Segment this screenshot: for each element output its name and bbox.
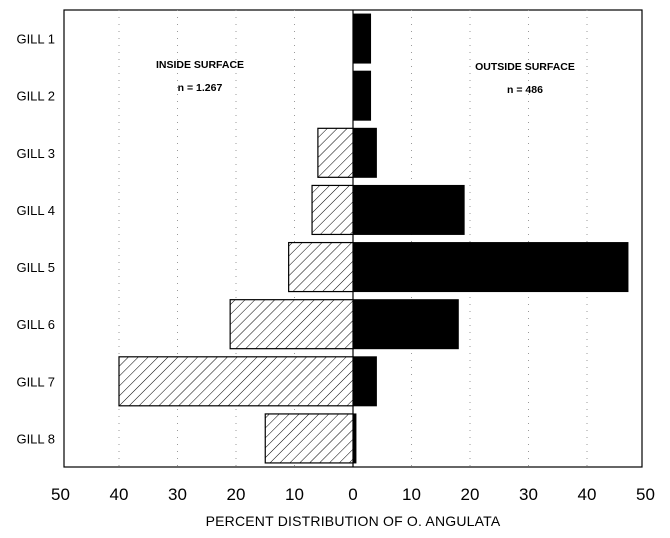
x-tick-labels: 50 40 30 20 10 0 10 20 30 40 50 <box>51 485 655 504</box>
inside-series-label: INSIDE SURFACE <box>156 59 244 71</box>
category-label: GILL 1 <box>16 32 55 47</box>
outside-series-label: OUTSIDE SURFACE <box>475 61 575 73</box>
inside-bar <box>118 356 354 407</box>
outside-bar <box>352 70 372 121</box>
outside-n-label: n = 486 <box>507 84 543 96</box>
outside-bar <box>352 127 377 178</box>
x-tick-label: 50 <box>636 485 655 504</box>
category-labels: GILL 1 GILL 2 GILL 3 GILL 4 GILL 5 GILL 6 GILL… <box>16 32 55 447</box>
x-tick-label: 30 <box>168 485 187 504</box>
category-label: GILL 8 <box>16 431 55 446</box>
outside-bar <box>352 356 377 407</box>
x-tick-label: 40 <box>110 485 129 504</box>
x-tick-label: 20 <box>227 485 246 504</box>
category-label: GILL 2 <box>16 89 55 104</box>
outside-bar <box>352 242 629 293</box>
outside-bar <box>352 13 372 64</box>
x-tick-label: 50 <box>51 485 70 504</box>
inside-n-label: n = 1.267 <box>178 82 223 94</box>
category-label: GILL 4 <box>16 203 55 218</box>
outside-bar <box>352 299 459 350</box>
x-tick-label: 20 <box>461 485 480 504</box>
inside-bar <box>288 241 354 293</box>
category-label: GILL 7 <box>16 374 55 389</box>
outside-bar <box>352 413 357 464</box>
inside-bar <box>264 413 354 464</box>
x-tick-label: 40 <box>578 485 597 504</box>
category-label: GILL 6 <box>16 317 55 332</box>
category-label: GILL 5 <box>16 260 55 275</box>
inside-bar <box>317 127 354 178</box>
bars <box>118 13 629 464</box>
category-label: GILL 3 <box>16 146 55 161</box>
x-tick-label: 30 <box>519 485 538 504</box>
inside-bar <box>229 299 354 350</box>
x-tick-label: 0 <box>348 485 357 504</box>
x-tick-label: 10 <box>285 485 304 504</box>
outside-bar <box>352 184 465 235</box>
inside-bar <box>311 184 354 236</box>
x-tick-label: 10 <box>402 485 421 504</box>
x-axis-label: PERCENT DISTRIBUTION OF O. ANGULATA <box>206 513 501 529</box>
